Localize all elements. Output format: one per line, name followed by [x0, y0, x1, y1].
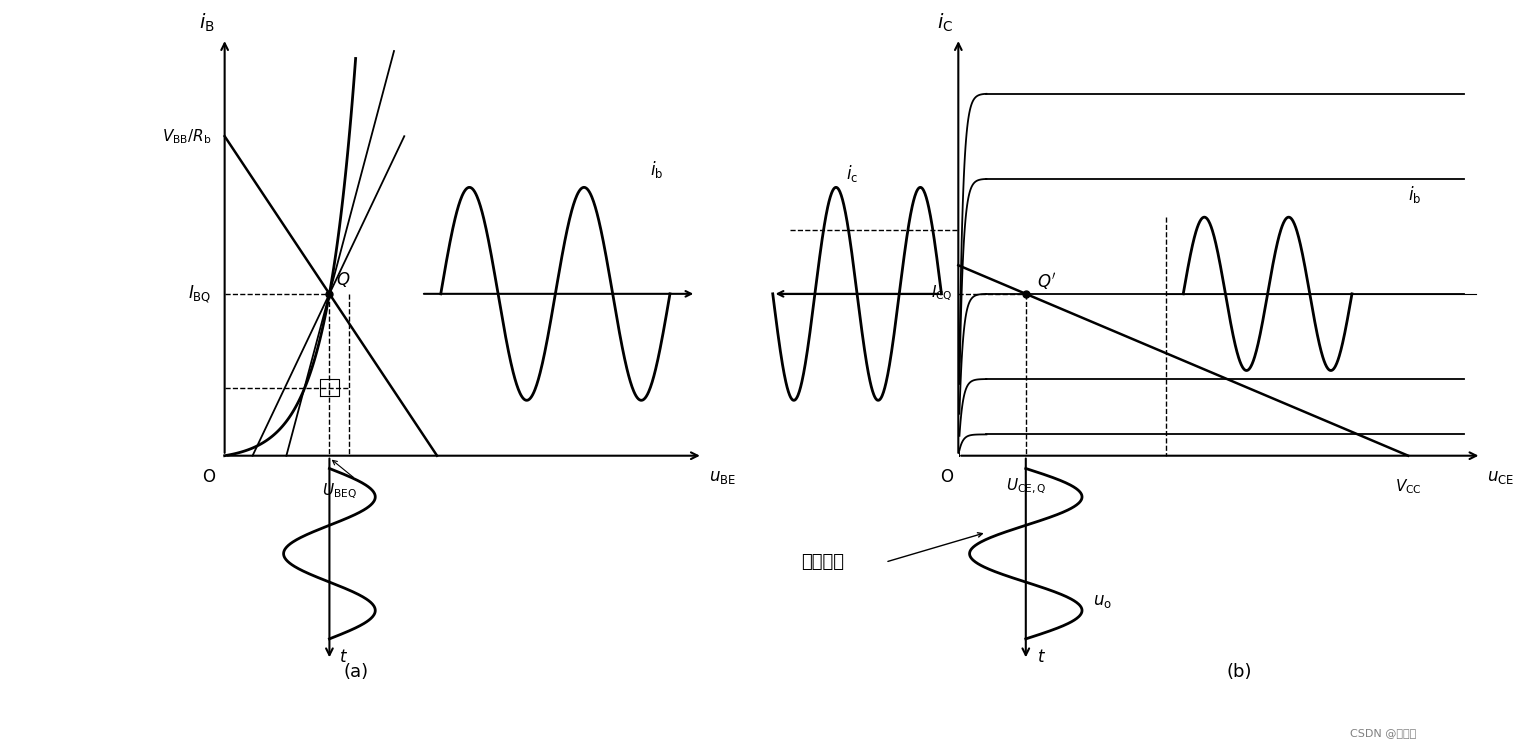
Text: CSDN @妖兽唆: CSDN @妖兽唆 — [1351, 727, 1416, 738]
Text: $i_{\rm b}$: $i_{\rm b}$ — [1409, 184, 1421, 205]
Text: $U_{\rm BEQ}$: $U_{\rm BEQ}$ — [321, 481, 356, 501]
Text: $V_{\rm BB}/R_{\rm b}$: $V_{\rm BB}/R_{\rm b}$ — [161, 127, 212, 146]
Text: $V_{\rm CC}$: $V_{\rm CC}$ — [1395, 477, 1421, 496]
Text: $I_{\rm CQ}$: $I_{\rm CQ}$ — [931, 284, 953, 303]
Text: $u_{\rm o}$: $u_{\rm o}$ — [1094, 592, 1112, 610]
Text: $i_{\rm c}$: $i_{\rm c}$ — [845, 163, 857, 184]
Text: $i_{\rm C}$: $i_{\rm C}$ — [937, 12, 953, 34]
Text: $t$: $t$ — [1037, 649, 1046, 666]
Text: $Q$: $Q$ — [337, 270, 350, 289]
Text: (a): (a) — [343, 663, 369, 681]
Text: $u_{\rm CE}$: $u_{\rm CE}$ — [1486, 469, 1514, 487]
Text: $Q'$: $Q'$ — [1037, 271, 1057, 292]
Text: $t$: $t$ — [340, 649, 349, 666]
Text: $i_{\rm b}$: $i_{\rm b}$ — [650, 158, 664, 180]
Text: $i_{\rm B}$: $i_{\rm B}$ — [200, 12, 215, 34]
Text: O: O — [203, 469, 215, 487]
Text: 饱和失真: 饱和失真 — [801, 554, 844, 571]
Text: $U_{\rm CE,Q}$: $U_{\rm CE,Q}$ — [1005, 477, 1046, 496]
Text: (b): (b) — [1226, 663, 1252, 681]
Text: O: O — [940, 469, 953, 487]
Text: $u_{\rm BE}$: $u_{\rm BE}$ — [710, 469, 736, 487]
Text: $I_{\rm BQ}$: $I_{\rm BQ}$ — [189, 283, 212, 305]
